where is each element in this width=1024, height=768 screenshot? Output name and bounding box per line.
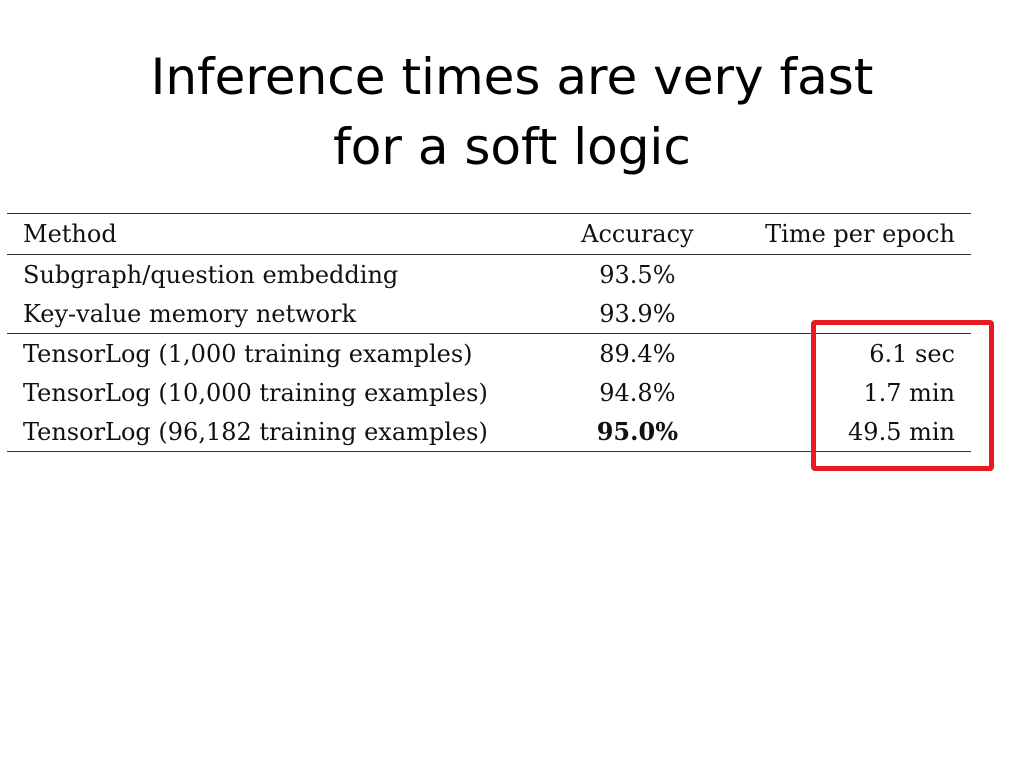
header-method: Method [7, 213, 552, 255]
header-accuracy: Accuracy [551, 213, 724, 255]
accuracy-cell: 93.9% [599, 299, 676, 328]
table-row: TensorLog (10,000 training examples) 94.… [7, 373, 971, 412]
table-row: Subgraph/question embedding 93.5% [7, 255, 971, 295]
results-table: Method Accuracy Time per epoch Subgraph/… [7, 213, 971, 452]
method-cell: Subgraph/question embedding [23, 260, 399, 289]
method-cell: TensorLog (10,000 training examples) [23, 378, 488, 407]
method-cell: Key-value memory network [23, 299, 357, 328]
method-cell: TensorLog (1,000 training examples) [7, 333, 552, 373]
accuracy-cell: 93.5% [599, 260, 676, 289]
time-cell: 1.7 min [863, 378, 955, 407]
time-cell: 6.1 sec [723, 333, 971, 373]
slide-title-line-2: for a soft logic [333, 118, 691, 176]
method-cell: TensorLog (96,182 training examples) [7, 412, 552, 452]
time-cell [723, 294, 971, 334]
time-cell [723, 255, 971, 295]
table-row: Key-value memory network 93.9% [7, 294, 971, 334]
slide-title: Inference times are very fast for a soft… [0, 42, 1024, 182]
accuracy-cell: 89.4% [551, 333, 724, 373]
time-cell: 49.5 min [723, 412, 971, 452]
table-header-row: Method Accuracy Time per epoch [7, 213, 971, 255]
table-row: TensorLog (1,000 training examples) 89.4… [7, 333, 971, 373]
header-time-per-epoch: Time per epoch [723, 213, 971, 255]
table-row: TensorLog (96,182 training examples) 95.… [7, 412, 971, 452]
accuracy-cell: 94.8% [599, 378, 676, 407]
accuracy-cell-best: 95.0% [551, 412, 724, 452]
slide-title-line-1: Inference times are very fast [150, 48, 874, 106]
